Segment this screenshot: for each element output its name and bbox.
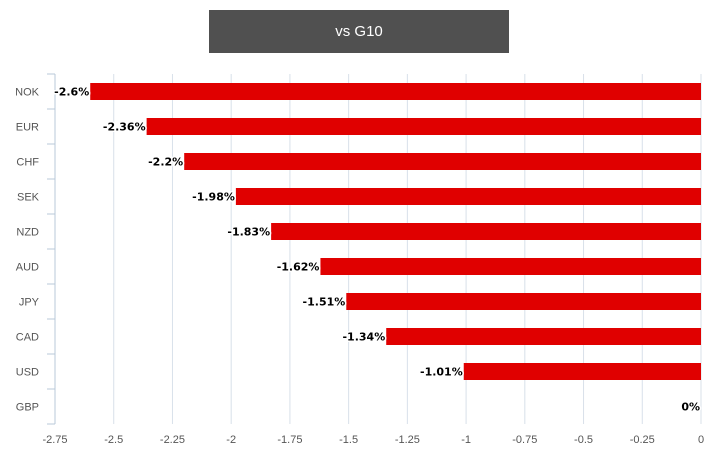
- bar: [146, 118, 701, 135]
- category-axis: NOK EUR CHF SEK NZD AUD JPY CAD USD GBP: [15, 73, 56, 425]
- category-label: CAD: [16, 332, 39, 344]
- x-tick-label: -2.25: [160, 434, 185, 446]
- x-tick-label: -1: [461, 434, 471, 446]
- x-tick-label: -0.75: [512, 434, 537, 446]
- bar: [346, 293, 701, 310]
- bar: [320, 258, 701, 275]
- data-label: -2.2%: [148, 156, 183, 169]
- data-label: -1.62%: [277, 261, 320, 274]
- x-tick-label: 0: [698, 434, 704, 446]
- bar: [90, 83, 701, 100]
- x-tick-label: -2.75: [42, 434, 67, 446]
- bar: [235, 188, 701, 205]
- data-label: -1.01%: [420, 366, 463, 379]
- data-label: -1.83%: [227, 226, 270, 239]
- data-label: 0%: [681, 401, 700, 414]
- data-label: -1.98%: [192, 191, 235, 204]
- bar: [184, 153, 701, 170]
- category-label: NOK: [15, 87, 40, 99]
- bars: [90, 83, 701, 380]
- category-label: AUD: [16, 262, 39, 274]
- x-tick-label: -0.5: [574, 434, 593, 446]
- x-tick-label: -1.75: [277, 434, 302, 446]
- data-label: -1.34%: [342, 331, 385, 344]
- x-tick-label: -1.5: [339, 434, 358, 446]
- x-tick-label: -1.25: [395, 434, 420, 446]
- x-tick-label: -0.25: [630, 434, 655, 446]
- category-label: GBP: [16, 402, 39, 414]
- data-label: -2.6%: [54, 86, 89, 99]
- data-label: -2.36%: [103, 121, 146, 134]
- category-label: NZD: [16, 227, 39, 239]
- category-label: EUR: [16, 122, 39, 134]
- bar: [386, 328, 701, 345]
- x-tick-label: -2.5: [104, 434, 123, 446]
- x-axis-ticks: -2.75 -2.5 -2.25 -2 -1.75 -1.5 -1.25 -1 -0.75 -0.…: [42, 434, 704, 446]
- data-labels: -2.6% -2.36% -2.2% -1.98% -1.83% -1.62% -1.51%…: [53, 84, 702, 415]
- category-label: USD: [16, 367, 39, 379]
- category-label: CHF: [16, 157, 39, 169]
- x-tick-label: -2: [226, 434, 236, 446]
- chart-title: vs G10: [209, 10, 509, 53]
- data-label: -1.51%: [303, 296, 346, 309]
- category-label: JPY: [19, 297, 40, 309]
- category-label: SEK: [17, 192, 40, 204]
- bar: [463, 363, 701, 380]
- bar: [271, 223, 701, 240]
